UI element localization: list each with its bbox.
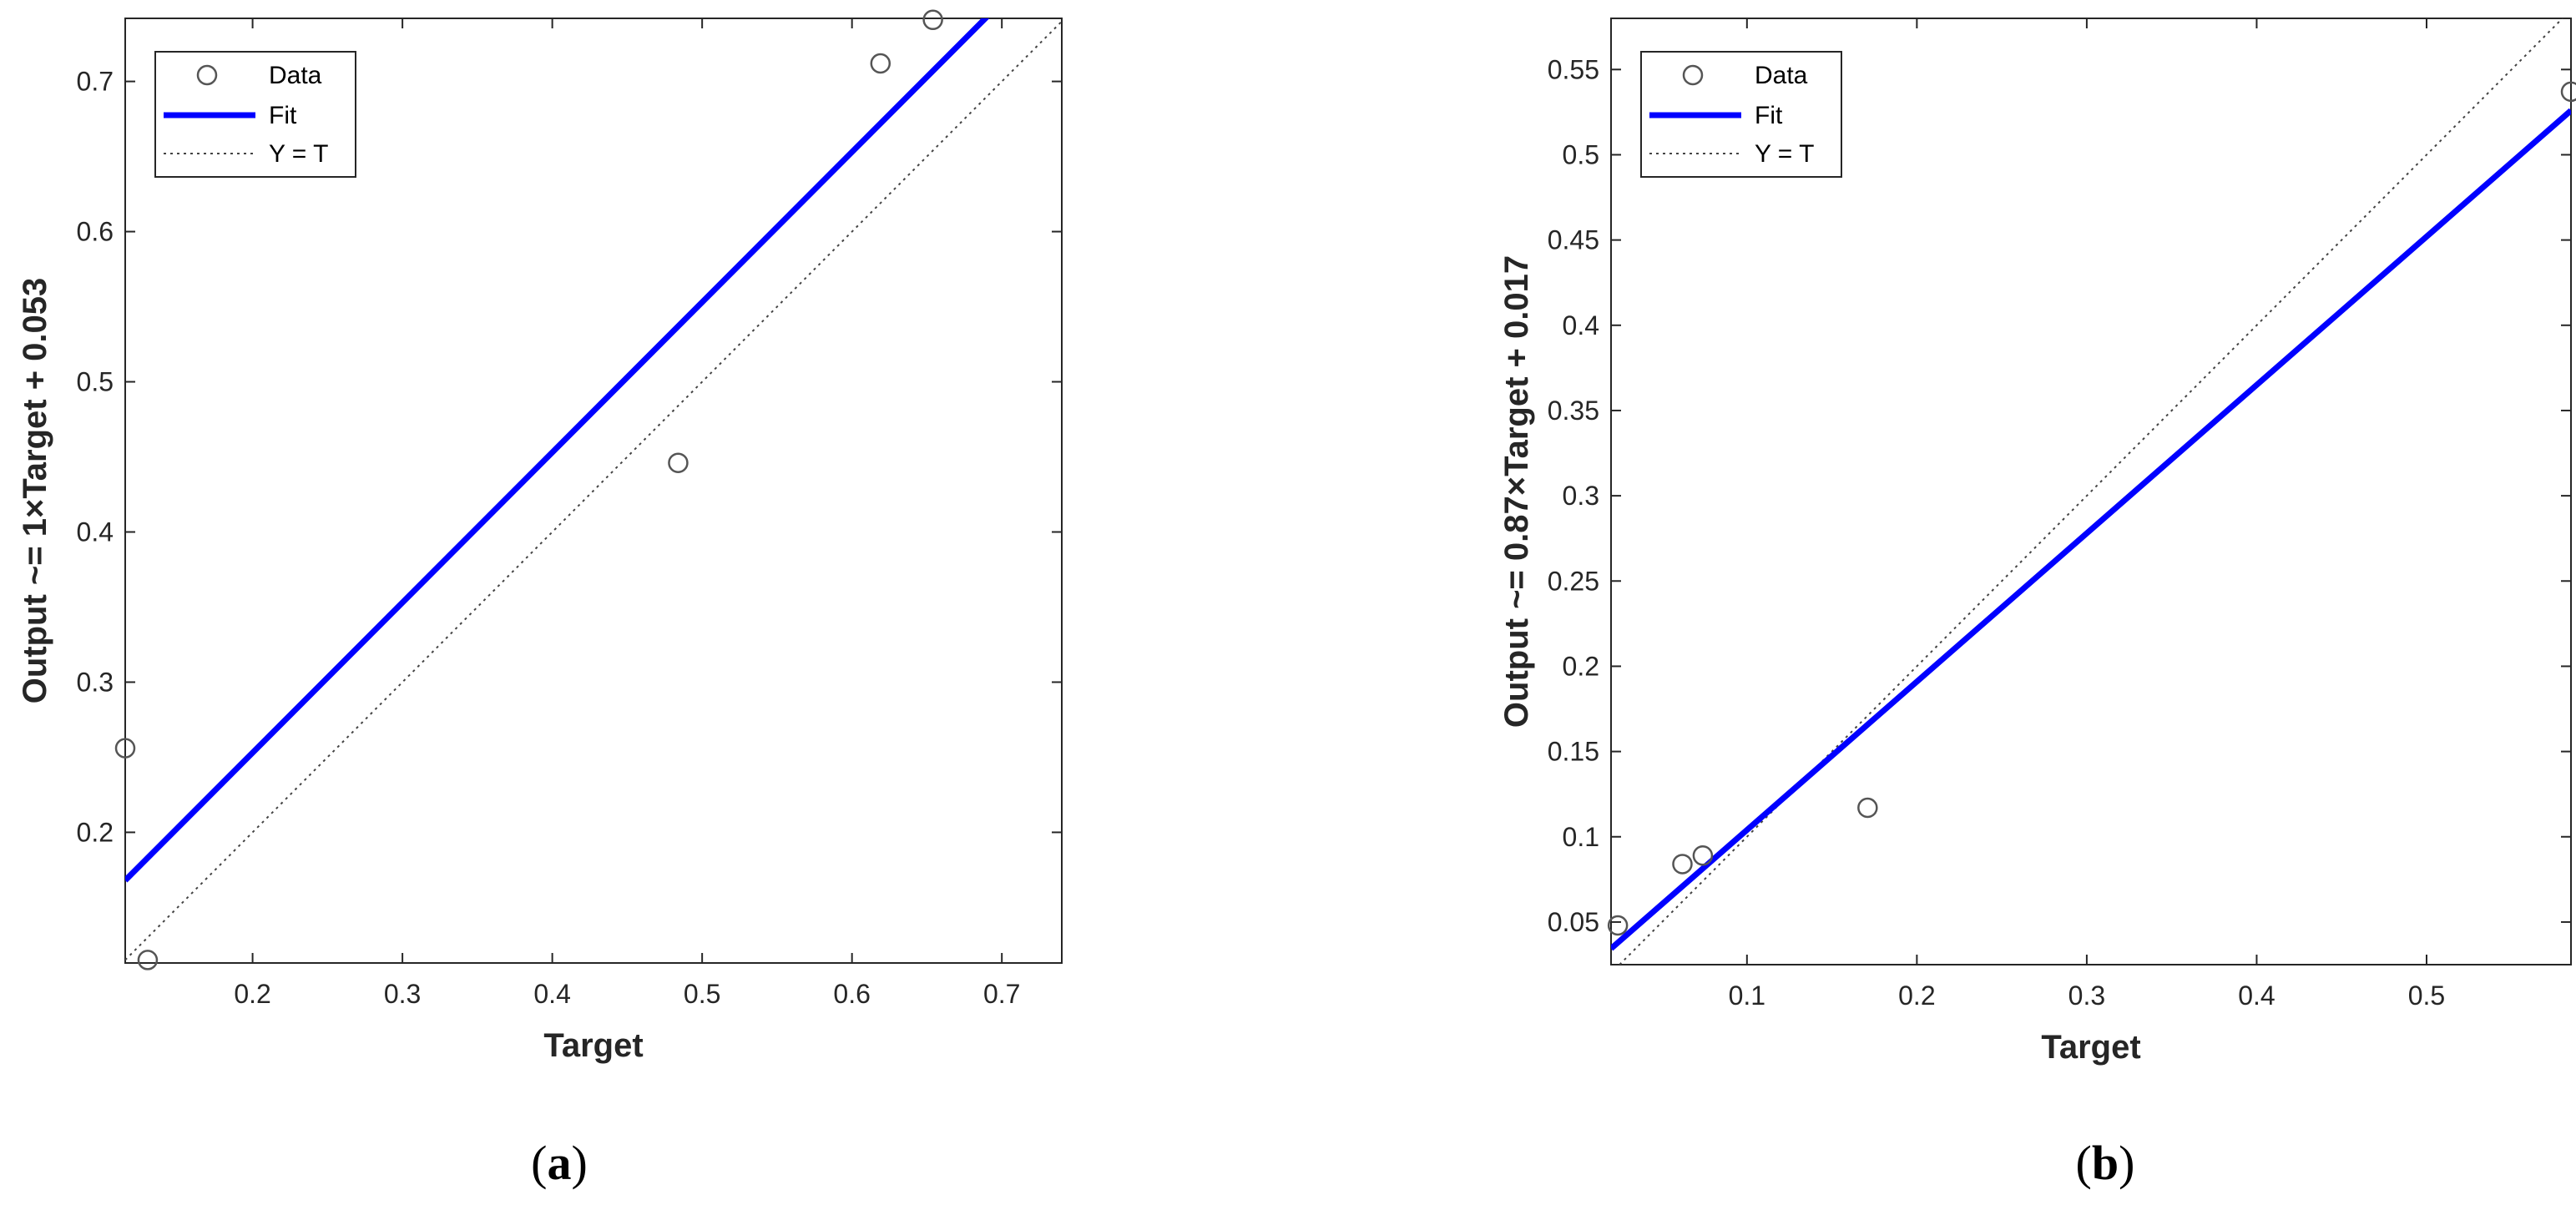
caption-a: (a) (531, 1135, 588, 1191)
x-tick-label: 0.2 (1898, 981, 1935, 1011)
legend: Data Fit Y = T (1640, 51, 1842, 178)
x-tick-label: 0.3 (2068, 981, 2105, 1011)
x-tick-label: 0.1 (1729, 981, 1765, 1011)
y-tick-label: 0.25 (1548, 566, 1599, 596)
legend-label-ref: Y = T (269, 140, 328, 168)
y-tick-label: 0.4 (77, 517, 114, 547)
y-tick-label: 0.2 (77, 817, 114, 847)
x-tick-label: 0.4 (533, 979, 570, 1009)
x-tick-label: 0.7 (983, 979, 1020, 1009)
caption-b-open: ( (2075, 1136, 2092, 1190)
y-tick-label: 0.05 (1548, 907, 1599, 937)
caption-b-close: ) (2119, 1136, 2135, 1190)
y-axis-label: Output ~= 0.87×Target + 0.017 (1498, 255, 1535, 728)
data-point-4 (1857, 797, 1878, 819)
chart-panel-b: 0.1 0.2 0.3 0.4 0.5 0.05 0.1 0.15 0.2 0.25 0.3 0.35… (1498, 18, 2576, 1066)
y-tick-label: 0.35 (1548, 396, 1599, 426)
data-point-1 (114, 738, 136, 759)
legend-label-data: Data (269, 62, 322, 89)
y-tick-label: 0.5 (77, 367, 114, 397)
data-point-4 (870, 53, 891, 74)
data-point-3 (668, 452, 689, 473)
x-tick-label: 0.3 (384, 979, 421, 1009)
data-point-1 (1607, 915, 1629, 936)
y-tick-label: 0.2 (1563, 651, 1599, 681)
x-tick-label: 0.5 (2408, 981, 2445, 1011)
legend-label-data: Data (1755, 62, 1808, 89)
caption-b-letter: b (2091, 1136, 2119, 1190)
y-tick-label: 0.7 (77, 67, 114, 97)
data-point-5 (922, 9, 943, 31)
x-tick-label: 0.2 (234, 979, 270, 1009)
y-tick-label: 0.3 (77, 667, 114, 697)
caption-b: (b) (2076, 1135, 2135, 1191)
x-tick-label: 0.5 (684, 979, 720, 1009)
legend-data-marker (196, 64, 218, 86)
x-tick-label: 0.4 (2238, 981, 2275, 1011)
y-tick-label: 0.1 (1563, 822, 1599, 852)
y-tick-label: 0.45 (1548, 225, 1599, 255)
caption-a-letter: a (547, 1136, 572, 1190)
chart-panel-a: 0.2 0.3 0.4 0.5 0.6 0.7 0.2 0.3 0.4 0.5 0.6 0.7 Targ… (17, 9, 1063, 1064)
data-point-5 (2560, 81, 2576, 103)
y-tick-label: 0.5 (1563, 139, 1599, 169)
fit-line (1611, 108, 2571, 951)
y-tick-label: 0.55 (1548, 54, 1599, 84)
legend-label-fit: Fit (1755, 102, 1783, 129)
data-point-3 (1692, 844, 1714, 866)
caption-a-open: ( (531, 1136, 548, 1190)
caption-a-close: ) (571, 1136, 588, 1190)
data-point-2 (137, 950, 159, 970)
y-tick-label: 0.6 (77, 217, 114, 247)
legend-label-fit: Fit (269, 102, 297, 129)
legend-data-marker (1682, 64, 1704, 86)
fit-line (125, 18, 990, 883)
legend: Data Fit Y = T (154, 51, 356, 178)
y-axis-label: Output ~= 1×Target + 0.053 (17, 278, 53, 704)
y-tick-label: 0.4 (1563, 310, 1599, 340)
data-point-2 (1672, 854, 1693, 875)
x-axis-label: Target (543, 1027, 643, 1064)
y-tick-label: 0.15 (1548, 737, 1599, 767)
x-tick-label: 0.6 (833, 979, 870, 1009)
legend-label-ref: Y = T (1755, 140, 1814, 168)
reference-line (125, 20, 1062, 961)
x-axis-label: Target (2041, 1029, 2140, 1066)
y-tick-label: 0.3 (1563, 481, 1599, 511)
